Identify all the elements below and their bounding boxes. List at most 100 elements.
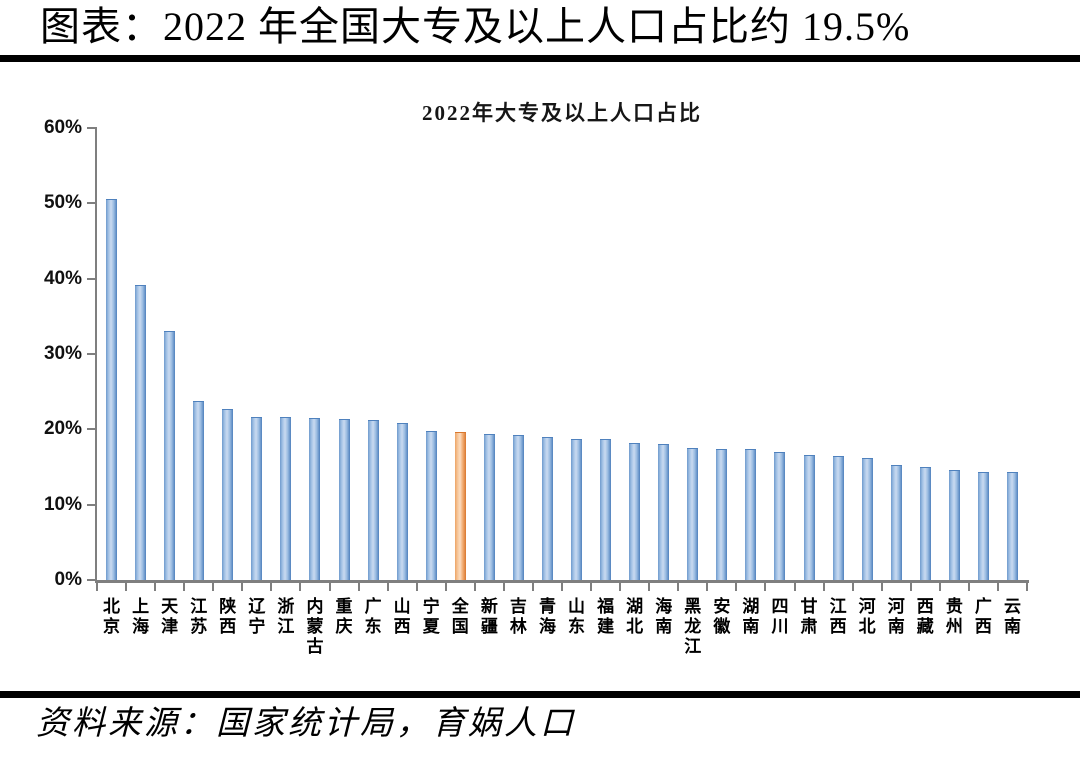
plot-area: 0% 10% 20% 30% 40% 50% 60% 北 京上 海天 津江 苏陕 西辽 宁浙 …	[44, 117, 1029, 656]
bar-slot	[271, 128, 300, 580]
bar	[716, 448, 728, 580]
x-axis-category-label: 辽 宁	[248, 597, 266, 636]
x-axis-tick	[735, 583, 738, 591]
x-axis-category-label: 吉 林	[509, 597, 527, 636]
x-axis-tick	[764, 583, 767, 591]
x-axis-tick	[938, 583, 941, 591]
bar-slot	[533, 128, 562, 580]
y-axis-tick-label: 50%	[43, 192, 82, 214]
x-axis-tick	[299, 583, 302, 591]
bar	[135, 285, 147, 580]
x-axis-category-label: 广 东	[364, 597, 382, 636]
bar-slot	[213, 128, 242, 580]
y-axis-tick	[87, 353, 95, 355]
bar-slot	[649, 128, 678, 580]
y-axis-line	[95, 127, 97, 583]
x-axis-tick	[444, 583, 447, 591]
bar	[512, 435, 524, 580]
x-axis-category-label: 安 徽	[713, 597, 731, 636]
bar	[309, 417, 321, 580]
footer-divider	[0, 691, 1080, 698]
x-axis-category-label: 湖 北	[626, 597, 644, 636]
bar-slot	[417, 128, 446, 580]
x-axis-category-label: 青 海	[538, 597, 556, 636]
bar	[919, 466, 931, 580]
x-axis-category-label: 河 北	[858, 597, 876, 636]
chart-title: 2022年大专及以上人口占比	[422, 101, 702, 125]
x-axis-tick	[561, 583, 563, 591]
bar	[977, 472, 989, 580]
x-axis-category-label: 江 苏	[190, 597, 208, 636]
x-axis-category-label: 河 南	[887, 597, 905, 636]
bar-slot	[765, 128, 794, 580]
bar	[629, 443, 641, 580]
bar	[338, 418, 350, 580]
x-axis-tick	[822, 583, 825, 591]
bar-slot	[242, 128, 271, 580]
x-axis-tick	[590, 583, 593, 591]
bar	[687, 447, 699, 580]
bar	[193, 401, 205, 580]
bar-slot	[126, 128, 155, 580]
y-axis-tick-label: 60%	[43, 117, 82, 138]
x-axis-tick	[415, 583, 418, 591]
bar-slot	[591, 128, 620, 580]
bar	[745, 448, 757, 580]
bar	[658, 444, 670, 580]
x-axis-tick	[706, 583, 709, 591]
x-axis-category-label: 宁 夏	[422, 597, 440, 636]
x-axis-category-label: 甘 肃	[800, 597, 818, 636]
x-axis-tick	[328, 583, 331, 591]
x-axis-category-label: 四 川	[771, 597, 789, 636]
x-axis-category-label: 湖 南	[742, 597, 760, 636]
bar-slot	[911, 128, 940, 580]
x-axis-tick	[154, 583, 157, 591]
bar-slot	[97, 128, 126, 580]
x-axis-category-label: 山 东	[568, 597, 586, 636]
x-axis-tick	[996, 583, 999, 591]
x-axis-tick	[793, 583, 796, 591]
bar-national-highlight	[454, 432, 466, 580]
bar-slot	[562, 128, 591, 580]
y-axis-tick	[87, 127, 95, 129]
y-axis-tick	[87, 579, 95, 581]
y-axis-tick	[87, 202, 95, 205]
bar	[861, 457, 873, 580]
bar-slot	[969, 128, 998, 580]
source-note: 资料来源：国家统计局，育娲人口	[36, 706, 576, 742]
y-axis-tick-label: 20%	[43, 418, 82, 440]
x-axis-category-label: 重 庆	[335, 597, 353, 636]
bar-slot	[795, 128, 824, 580]
x-axis-tick	[851, 583, 854, 591]
x-axis-category-label: 海 南	[655, 597, 673, 636]
bar	[106, 199, 118, 580]
x-axis-tick	[502, 583, 505, 591]
bar	[832, 456, 844, 580]
x-axis-category-label: 浙 江	[277, 597, 295, 636]
bar-slot	[155, 128, 184, 580]
x-axis-tick	[880, 583, 883, 591]
bar-slot	[853, 128, 882, 580]
x-axis-tick	[967, 583, 970, 591]
x-axis-category-label: 西 藏	[916, 597, 934, 636]
x-axis-category-label: 福 建	[597, 597, 615, 636]
bar	[396, 423, 408, 580]
bar-slot	[707, 128, 736, 580]
bar-slot	[620, 128, 649, 580]
bar	[600, 438, 612, 580]
bar-slot	[882, 128, 911, 580]
y-axis-tick-label: 30%	[43, 343, 82, 364]
bar	[222, 408, 234, 580]
bar	[164, 331, 176, 580]
x-axis-category-label: 云 南	[1003, 597, 1021, 636]
x-axis-tick	[386, 583, 389, 591]
bar-slot	[330, 128, 359, 580]
x-axis-tick	[677, 583, 680, 591]
y-axis-tick	[87, 428, 95, 431]
bar-slot	[824, 128, 853, 580]
y-axis-tick-label: 40%	[43, 267, 82, 289]
x-axis-category-label: 全 国	[451, 597, 469, 636]
bar	[425, 430, 437, 580]
bar-slot	[678, 128, 707, 580]
x-axis-tick	[270, 583, 273, 591]
